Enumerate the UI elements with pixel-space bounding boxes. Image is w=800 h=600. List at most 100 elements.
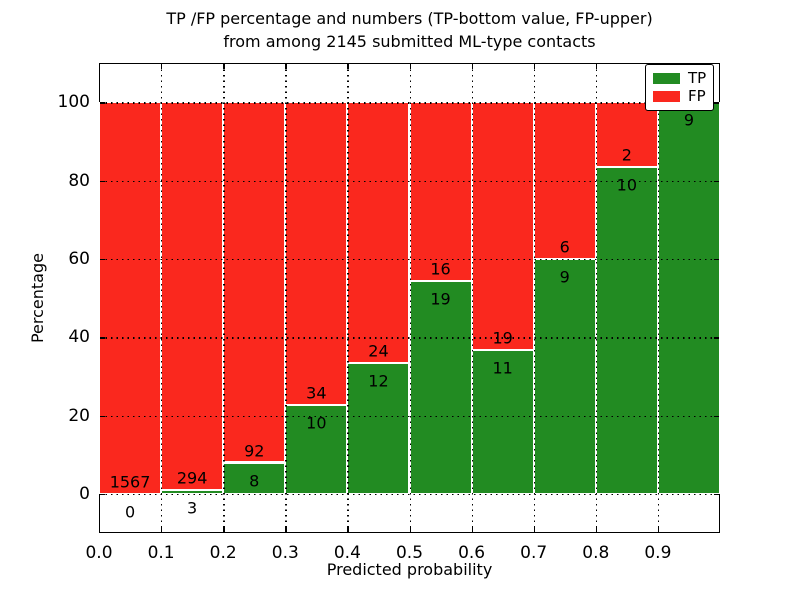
legend: TP FP: [645, 64, 714, 111]
y-tick-right: [713, 415, 719, 417]
gridline-vertical: [347, 64, 349, 532]
x-tick: [471, 526, 473, 532]
bar-count-label-tp: 8: [249, 471, 260, 490]
gridline-vertical: [533, 64, 536, 532]
legend-label-tp: TP: [688, 68, 707, 87]
y-tick-label: 20: [68, 405, 90, 426]
chart-title-line1: TP /FP percentage and numbers (TP-bottom…: [166, 9, 653, 28]
y-tick-label: 80: [68, 170, 90, 191]
x-tick: [223, 526, 225, 532]
gridline-vertical: [595, 64, 598, 532]
x-tick-label: 0.7: [520, 543, 548, 563]
x-tick-top: [99, 64, 101, 70]
bar-count-label-tp: 19: [430, 289, 451, 309]
gridline-vertical: [223, 64, 225, 532]
x-tick: [99, 526, 101, 532]
bar-count-label-tp: 9: [683, 110, 695, 130]
bar-count-label-fp: 6: [559, 237, 570, 257]
bar-segment-fp: [409, 102, 472, 282]
x-axis-label: Predicted probability: [326, 560, 493, 579]
x-tick-label: 0.8: [582, 543, 610, 563]
x-tick-label: 0.3: [271, 543, 299, 563]
x-tick-label: 0.9: [644, 543, 672, 563]
x-tick: [595, 526, 598, 532]
y-tick-label: 60: [68, 248, 90, 269]
y-tick-right: [713, 102, 719, 104]
y-tick-right: [713, 337, 719, 339]
x-tick: [161, 526, 163, 532]
x-tick-label: 0.5: [395, 543, 424, 563]
y-tick-right: [713, 493, 719, 496]
y-tick: [100, 180, 106, 182]
bar-segment-fp: [533, 102, 596, 259]
bar-segment-tp: [409, 281, 472, 494]
x-tick-label: 0.2: [209, 543, 237, 563]
bar-segment-fp: [347, 102, 410, 364]
bar-segment-tp: [223, 462, 286, 494]
bar-count-label-fp: 34: [306, 383, 327, 403]
x-tick-top: [533, 64, 536, 70]
x-tick-top: [471, 64, 473, 70]
gridline-vertical: [285, 64, 287, 532]
bar-segment-fp: [285, 102, 348, 405]
bar-count-label-tp: 12: [368, 371, 389, 391]
x-tick: [347, 526, 349, 532]
y-tick: [100, 337, 106, 339]
bar-segment-fp: [471, 102, 534, 351]
legend-swatch-fp-icon: [653, 91, 680, 103]
x-tick: [285, 526, 287, 532]
bar-count-label-tp: 0: [124, 502, 136, 522]
y-tick: [100, 258, 106, 261]
bar-count-label-fp: 92: [244, 441, 265, 460]
x-tick-top: [285, 64, 287, 70]
x-tick-top: [223, 64, 225, 70]
y-tick: [100, 415, 106, 417]
bar-segment-tp: [657, 102, 720, 494]
x-tick-label: 0.4: [333, 543, 361, 563]
legend-swatch-tp-icon: [653, 72, 680, 84]
x-tick-top: [161, 64, 163, 70]
bar-count-label-tp: 11: [492, 358, 513, 378]
bar-count-label-fp: 19: [492, 328, 513, 348]
bar-count-label-fp: 2: [621, 145, 632, 165]
y-tick-label: 100: [57, 92, 90, 113]
gridline-vertical: [657, 64, 660, 532]
bar-count-label-tp: 9: [559, 267, 570, 287]
legend-item-fp: FP: [653, 89, 706, 104]
y-tick-label: 0: [79, 483, 90, 504]
bar-segment-fp: [99, 102, 162, 494]
bar-count-label-fp: 294: [176, 468, 208, 488]
bar-count-label-fp: 1567: [109, 472, 151, 492]
bar-segment-tp: [533, 258, 596, 494]
x-tick-label: 0.6: [458, 543, 486, 563]
bar-segment-tp: [285, 404, 348, 494]
bar-segment-fp: [161, 102, 224, 490]
bar-count-label-tp: 3: [187, 498, 198, 518]
x-tick-top: [409, 64, 411, 70]
gridline-vertical: [409, 64, 411, 532]
y-axis-label: Percentage: [28, 253, 47, 344]
legend-label-fp: FP: [688, 87, 706, 106]
y-tick-right: [713, 258, 719, 261]
legend-item-tp: TP: [653, 68, 707, 87]
x-tick-top: [347, 64, 349, 70]
bar-segment-tp: [347, 363, 410, 494]
gridline-vertical: [161, 64, 163, 532]
bar-count-label-fp: 24: [368, 341, 389, 361]
x-tick-top: [595, 64, 598, 70]
gridline-vertical: [471, 64, 473, 532]
x-tick: [533, 526, 536, 532]
y-tick-right: [713, 180, 719, 182]
bar-segment-tp: [595, 167, 658, 494]
chart-title-line2: from among 2145 submitted ML-type contac…: [223, 32, 596, 51]
bar-count-label-fp: 16: [430, 259, 451, 279]
x-tick-label: 0.1: [147, 543, 175, 563]
y-tick-label: 40: [68, 327, 90, 348]
y-tick: [100, 102, 106, 104]
x-tick: [409, 526, 411, 532]
x-tick: [657, 526, 660, 532]
bar-count-label-tp: 10: [616, 175, 638, 195]
bar-count-label-tp: 10: [306, 413, 327, 433]
y-tick: [100, 493, 106, 496]
